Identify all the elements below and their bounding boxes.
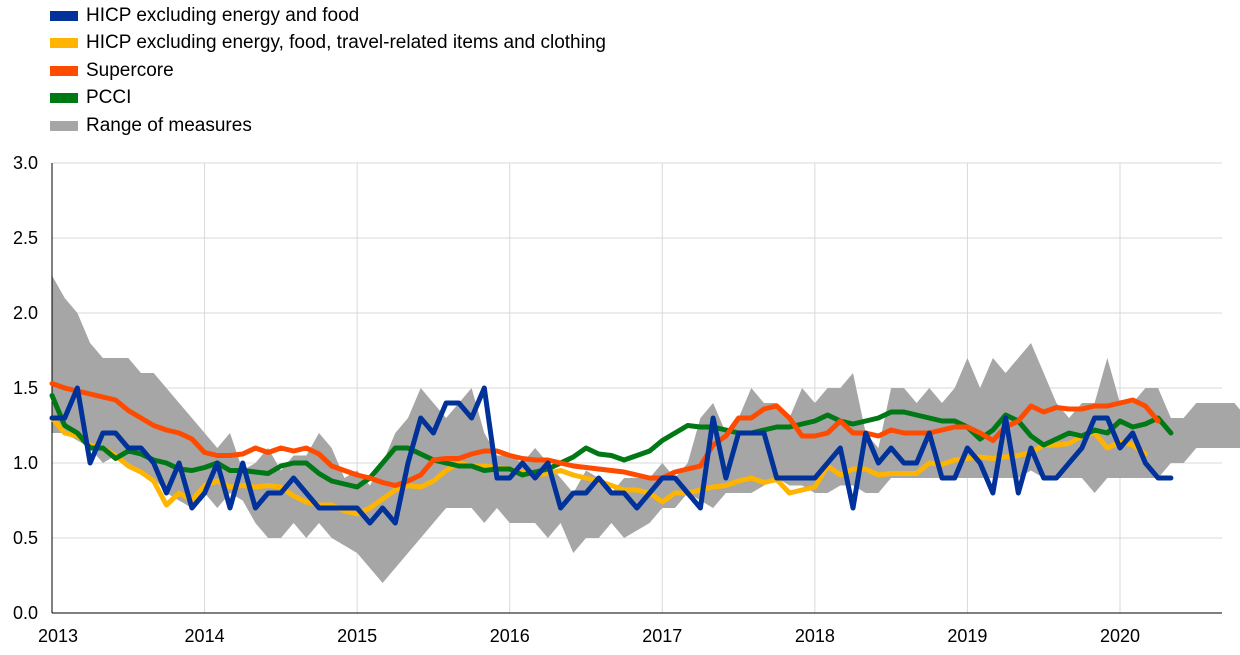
y-tick-label: 0.5 <box>13 528 38 548</box>
legend: HICP excluding energy and food HICP excl… <box>50 2 606 140</box>
x-tick-label: 2017 <box>642 626 682 646</box>
legend-swatch-supercore <box>50 65 78 76</box>
y-tick-label: 2.0 <box>13 303 38 323</box>
legend-label: Supercore <box>86 59 174 81</box>
series-line-supercore <box>49 381 1161 488</box>
y-tick-label: 2.5 <box>13 228 38 248</box>
legend-label: PCCI <box>86 87 132 109</box>
x-tick-label: 2015 <box>337 626 377 646</box>
legend-swatch-range <box>50 120 78 131</box>
legend-swatch-hicp-ex-eftc <box>50 38 78 49</box>
legend-label: HICP excluding energy and food <box>86 4 360 26</box>
x-tick-label: 2018 <box>795 626 835 646</box>
x-tick-label: 2013 <box>38 626 78 646</box>
series-line-hicp-ex-ef <box>49 385 1174 526</box>
legend-swatch-pcci <box>50 93 78 104</box>
legend-label: Range of measures <box>86 114 252 136</box>
y-tick-label: 0.0 <box>13 603 38 623</box>
y-tick-label: 1.5 <box>13 378 38 398</box>
legend-item-pcci[interactable]: PCCI <box>50 85 606 113</box>
y-tick-label: 1.0 <box>13 453 38 473</box>
legend-label: HICP excluding energy, food, travel-rela… <box>86 32 606 54</box>
legend-item-supercore[interactable]: Supercore <box>50 57 606 85</box>
x-tick-label: 2020 <box>1100 626 1140 646</box>
legend-item-hicp-ex-ef[interactable]: HICP excluding energy and food <box>50 2 606 30</box>
legend-swatch-hicp-ex-ef <box>50 10 78 21</box>
x-tick-label: 2016 <box>490 626 530 646</box>
x-tick-label: 2014 <box>185 626 225 646</box>
legend-item-hicp-ex-eftc[interactable]: HICP excluding energy, food, travel-rela… <box>50 30 606 58</box>
range-area <box>52 275 1240 583</box>
legend-item-range[interactable]: Range of measures <box>50 112 606 140</box>
y-tick-label: 3.0 <box>13 153 38 173</box>
x-tick-label: 2019 <box>947 626 987 646</box>
